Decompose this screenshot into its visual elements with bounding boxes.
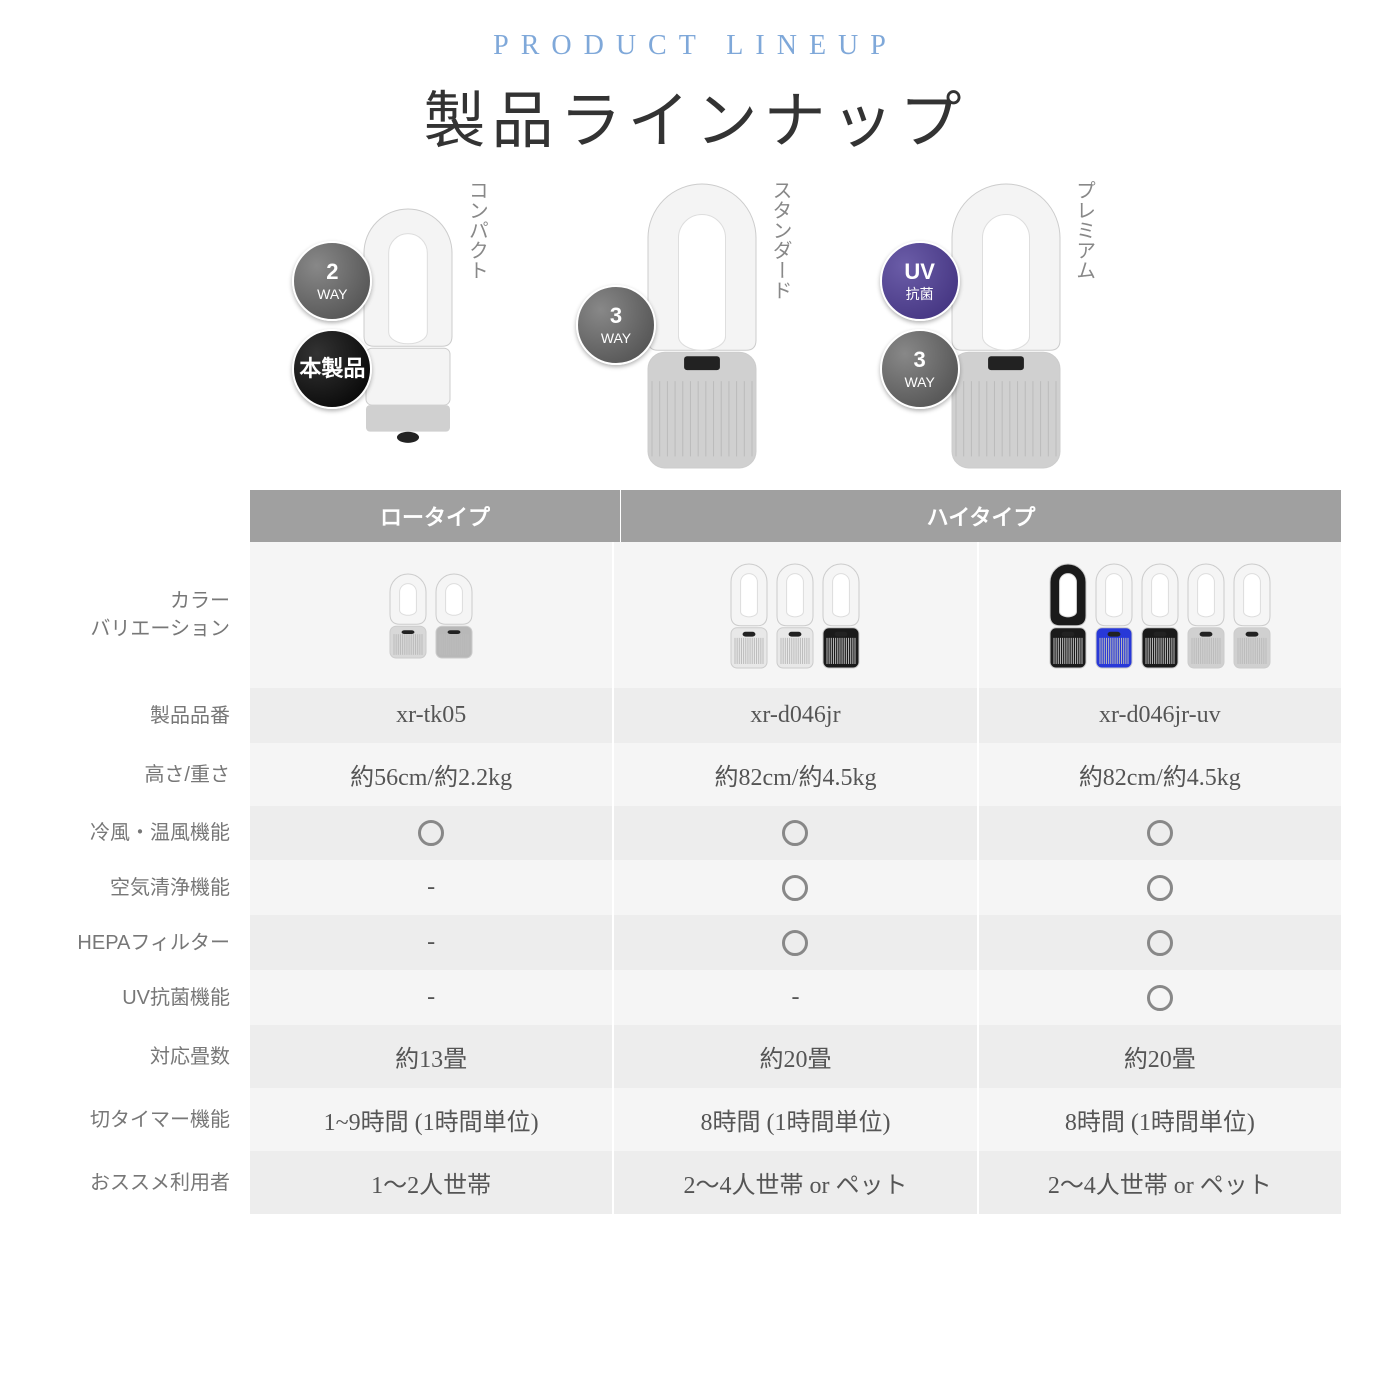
spec-row: 対応畳数約13畳約20畳約20畳 [50, 1025, 1341, 1088]
type-header-high: ハイタイプ [621, 490, 1341, 542]
color-thumb [1140, 560, 1180, 670]
badge: 3WAY [880, 329, 960, 409]
badge: 2WAY [292, 241, 372, 321]
spec-cell: 2〜4人世帯 or ペット [614, 1151, 978, 1214]
color-thumb [388, 570, 428, 660]
spec-cell [979, 542, 1341, 688]
spec-cell: 2〜4人世帯 or ペット [979, 1151, 1341, 1214]
spec-table: カラーバリエーション [50, 542, 1341, 1214]
color-thumb [1232, 560, 1272, 670]
color-thumb [821, 560, 861, 670]
spec-cell: 約82cm/約4.5kg [979, 743, 1341, 806]
spec-cell: 約20畳 [614, 1025, 978, 1088]
spec-cell: - [250, 970, 614, 1025]
spec-row: カラーバリエーション [50, 542, 1341, 688]
color-thumb [1048, 560, 1088, 670]
spec-cell: 1〜2人世帯 [250, 1151, 614, 1214]
product-premium: UV抗菌3WAY プレミアム [880, 180, 1099, 470]
row-label: HEPAフィルター [50, 915, 250, 970]
spec-cell [979, 806, 1341, 860]
color-thumb [1094, 560, 1134, 670]
spec-cell: xr-d046jr [614, 688, 978, 743]
row-label: 製品品番 [50, 688, 250, 743]
type-header-low: ロータイプ [250, 490, 621, 542]
circle-mark-icon [782, 820, 808, 846]
spec-cell: - [250, 860, 614, 915]
row-label: 対応畳数 [50, 1025, 250, 1088]
products-row: 2WAY本製品 コンパクト3WAY スタンダードUV抗菌3WAY [50, 180, 1341, 470]
fan-illustration [950, 180, 1062, 470]
spec-cell: xr-d046jr-uv [979, 688, 1341, 743]
row-label: カラーバリエーション [50, 542, 250, 688]
product-standard: 3WAY スタンダード [576, 180, 795, 470]
circle-mark-icon [1147, 820, 1173, 846]
spec-cell: - [614, 970, 978, 1025]
spec-row: 切タイマー機能1~9時間 (1時間単位)8時間 (1時間単位)8時間 (1時間単… [50, 1088, 1341, 1151]
badge: 3WAY [576, 285, 656, 365]
spec-cell: 約20畳 [979, 1025, 1341, 1088]
spec-cell: 8時間 (1時間単位) [614, 1088, 978, 1151]
spec-row: おススメ利用者1〜2人世帯2〜4人世帯 or ペット2〜4人世帯 or ペット [50, 1151, 1341, 1214]
spec-cell: 約56cm/約2.2kg [250, 743, 614, 806]
color-thumb [775, 560, 815, 670]
color-thumb [434, 570, 474, 660]
spec-cell [614, 915, 978, 970]
row-label: 空気清浄機能 [50, 860, 250, 915]
spec-row: 高さ/重さ約56cm/約2.2kg約82cm/約4.5kg約82cm/約4.5k… [50, 743, 1341, 806]
spec-cell: - [250, 915, 614, 970]
row-label: おススメ利用者 [50, 1151, 250, 1214]
row-label: 高さ/重さ [50, 743, 250, 806]
color-thumb [1186, 560, 1226, 670]
spec-cell [614, 860, 978, 915]
spec-row: 冷風・温風機能 [50, 806, 1341, 860]
type-header-row: ロータイプ ハイタイプ [50, 490, 1341, 542]
spec-cell [250, 542, 614, 688]
circle-mark-icon [1147, 875, 1173, 901]
title: 製品ラインナップ [50, 70, 1341, 160]
fan-illustration [646, 180, 758, 470]
product-category-label: プレミアム [1070, 180, 1099, 280]
spec-cell [979, 860, 1341, 915]
spec-cell [614, 806, 978, 860]
spec-cell: 約13畳 [250, 1025, 614, 1088]
spec-row: 空気清浄機能- [50, 860, 1341, 915]
spec-cell [979, 970, 1341, 1025]
spec-cell [250, 806, 614, 860]
subtitle: PRODUCT LINEUP [50, 30, 1341, 62]
product-category-label: スタンダード [766, 180, 795, 300]
spec-row: 製品品番xr-tk05xr-d046jrxr-d046jr-uv [50, 688, 1341, 743]
circle-mark-icon [1147, 930, 1173, 956]
spec-cell [614, 542, 978, 688]
spec-row: UV抗菌機能-- [50, 970, 1341, 1025]
badge: 本製品 [292, 329, 372, 409]
product-category-label: コンパクト [462, 180, 491, 280]
row-label: 切タイマー機能 [50, 1088, 250, 1151]
circle-mark-icon [782, 930, 808, 956]
row-label: UV抗菌機能 [50, 970, 250, 1025]
circle-mark-icon [782, 875, 808, 901]
spec-cell: 約82cm/約4.5kg [614, 743, 978, 806]
fan-illustration [362, 205, 454, 445]
color-thumb [729, 560, 769, 670]
spec-cell: xr-tk05 [250, 688, 614, 743]
spec-row: HEPAフィルター- [50, 915, 1341, 970]
circle-mark-icon [1147, 985, 1173, 1011]
row-label: 冷風・温風機能 [50, 806, 250, 860]
spec-cell [979, 915, 1341, 970]
page-header: PRODUCT LINEUP 製品ラインナップ [50, 30, 1341, 160]
circle-mark-icon [418, 820, 444, 846]
spec-cell: 1~9時間 (1時間単位) [250, 1088, 614, 1151]
spec-cell: 8時間 (1時間単位) [979, 1088, 1341, 1151]
badge: UV抗菌 [880, 241, 960, 321]
product-compact: 2WAY本製品 コンパクト [292, 180, 491, 470]
